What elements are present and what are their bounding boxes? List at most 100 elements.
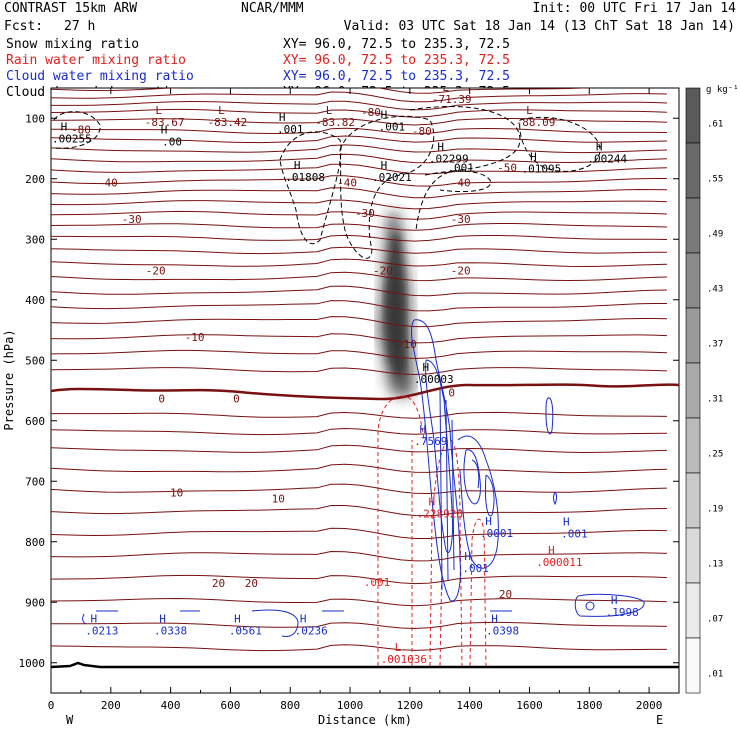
high-value: .00003 — [414, 373, 454, 386]
isotherm-line — [51, 300, 667, 312]
high-value: .0561 — [229, 624, 262, 637]
high-marker: H — [300, 612, 307, 625]
isotherm-label: 0 — [448, 387, 455, 400]
colorbar-swatch — [685, 307, 701, 364]
colorbar-swatch — [685, 197, 701, 254]
high-marker: H — [428, 496, 435, 509]
colorbar-swatch — [685, 637, 701, 694]
model-title: CONTRAST 15km ARW — [4, 1, 137, 16]
y-tick-label: 700 — [25, 475, 45, 488]
x-tick-label: 1600 — [516, 699, 543, 712]
colorbar-label: .61 — [707, 120, 723, 130]
field-name: Cloud water mixing ratio — [6, 69, 194, 84]
isotherm-line — [51, 223, 668, 231]
y-tick-label: 900 — [25, 596, 45, 609]
east-label: E — [656, 713, 663, 727]
high-value: .0338 — [154, 624, 187, 637]
isotherm-line — [51, 210, 668, 220]
colorbar-label: .37 — [707, 340, 723, 350]
isotherm-label: -30 — [355, 207, 375, 220]
isotherm-line — [51, 349, 668, 360]
y-tick-label: 100 — [25, 112, 45, 125]
fcst-value: 27 h — [64, 19, 95, 34]
x-tick-label: 1000 — [337, 699, 364, 712]
organization: NCAR/MMM — [241, 1, 304, 16]
low-value: -83.82 — [315, 116, 355, 129]
isotherm-label: -10 — [185, 331, 205, 344]
x-tick-label: 1200 — [397, 699, 424, 712]
isotherm-label: 10 — [170, 486, 183, 499]
isotherm-line — [51, 316, 668, 328]
high-value: .001 — [462, 562, 489, 575]
header: CONTRAST 15km ARW NCAR/MMM Init: 00 UTC … — [4, 1, 736, 34]
low-marker: L — [526, 104, 533, 117]
west-label: W — [66, 713, 74, 727]
isotherm-label: 20 — [212, 577, 225, 590]
isotherm-line — [51, 144, 668, 154]
isotherm-line — [51, 175, 667, 187]
colorbar-unit: g kg⁻¹ — [706, 85, 739, 95]
high-value: .01095 — [522, 163, 562, 176]
low-value: -88.09 — [516, 116, 556, 129]
high-value: .1998 — [606, 606, 639, 619]
high-marker: H — [563, 516, 570, 529]
isotherm-label: -80 — [71, 123, 91, 136]
temperature-isotherms — [51, 88, 668, 652]
y-tick-label: 600 — [25, 415, 45, 428]
colorbar-swatch — [685, 252, 701, 309]
isotherm-line — [51, 100, 668, 111]
high-marker: H — [530, 151, 537, 164]
isotherm-line — [51, 644, 667, 652]
isotherm-line — [51, 153, 668, 164]
isotherm-label: 0 — [158, 393, 165, 406]
isotherm-line — [51, 574, 668, 585]
isotherm-line — [51, 597, 668, 607]
colorbar-swatch — [685, 87, 701, 144]
colorbar-label: .25 — [707, 450, 723, 460]
high-value: .00244 — [587, 152, 627, 165]
isotherm-line — [51, 108, 668, 118]
isotherm-line — [51, 91, 668, 103]
colorbar-label: .49 — [707, 230, 723, 240]
field-xy: XY= 96.0, 72.5 to 235.3, 72.5 — [283, 37, 510, 52]
high-value: .02021 — [372, 171, 412, 184]
x-axis: 0 200 400 600 800 1000 1200 1400 1600 1800 2000 — [48, 88, 662, 712]
x-tick-label: 1400 — [456, 699, 483, 712]
isotherm-label: -20 — [373, 264, 393, 277]
high-value: .001 — [277, 123, 304, 136]
high-value: .001 — [447, 161, 474, 174]
isotherm-label: 0 — [233, 393, 240, 406]
low-marker: L — [155, 104, 162, 117]
high-marker: H — [422, 361, 429, 374]
y-tick-label: 1000 — [19, 657, 46, 670]
x-tick-label: 600 — [220, 699, 240, 712]
colorbar-label: .07 — [707, 615, 723, 625]
colorbar-swatch — [685, 472, 701, 529]
isotherm-line — [51, 246, 668, 255]
colorbar-label: .31 — [707, 395, 723, 405]
isotherm-line — [51, 285, 668, 297]
isotherm-line — [51, 427, 668, 436]
high-marker: H — [161, 123, 168, 136]
field-xy: XY= 96.0, 72.5 to 235.3, 72.5 — [283, 53, 510, 68]
high-marker: H — [91, 612, 98, 625]
isotherm-label: -30 — [122, 213, 142, 226]
high-marker: H — [548, 544, 555, 557]
high-value: .01808 — [285, 171, 325, 184]
colorbar-label: .01 — [707, 670, 723, 680]
x-axis-title: Distance (km) — [318, 713, 412, 727]
isotherm-line — [51, 621, 668, 630]
field-xy: XY= 96.0, 72.5 to 235.3, 72.5 — [283, 69, 510, 84]
low-value: -83.67 — [145, 116, 185, 129]
rain-contours — [377, 395, 487, 667]
colorbar-swatch — [685, 582, 701, 639]
isotherm-line — [51, 333, 668, 344]
zero-isotherm — [51, 383, 679, 401]
colorbar: .61 .55 .49 .43 .37 .31 .25 .19 .13 .07 .01 — [685, 87, 723, 694]
y-tick-label: 800 — [25, 536, 45, 549]
high-marker: H — [437, 140, 444, 153]
isotherm-line — [51, 88, 595, 94]
high-value: .7569 — [414, 435, 447, 448]
